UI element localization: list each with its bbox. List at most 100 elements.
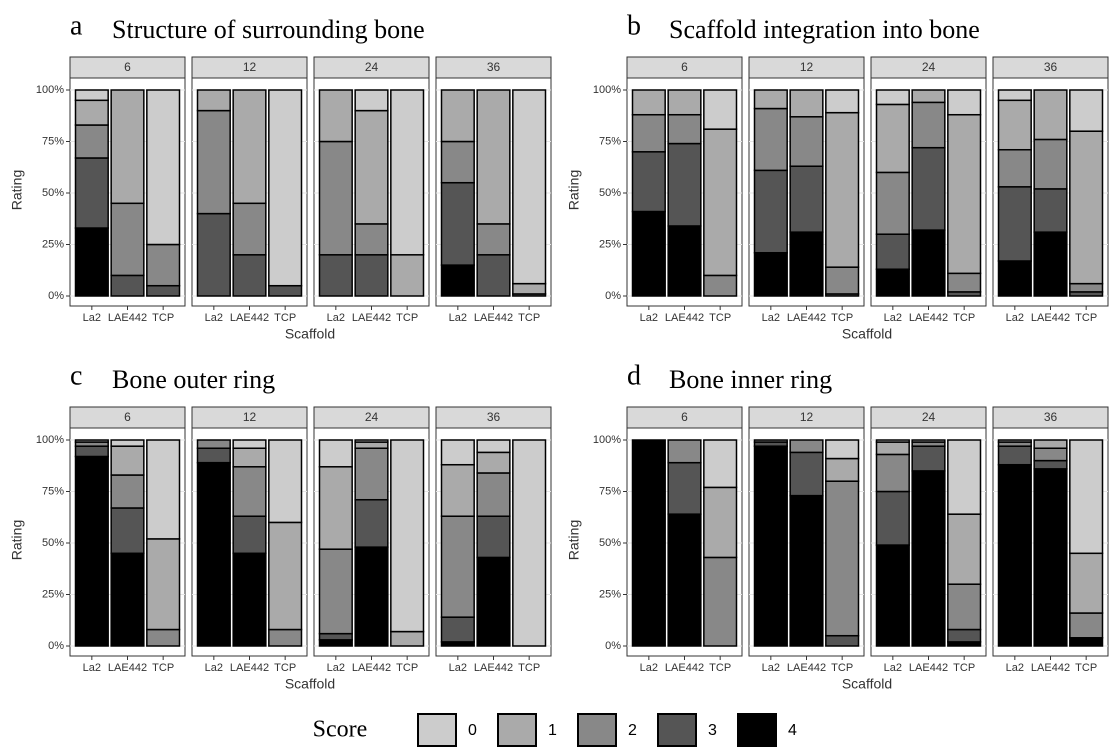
- bar-segment: [318, 439, 353, 468]
- facet-label: 12: [800, 60, 814, 74]
- bar-segment: [753, 251, 788, 297]
- bar-segment: [476, 254, 511, 297]
- bar-segment: [196, 89, 231, 112]
- facet-label: 24: [922, 60, 936, 74]
- bar-segment: [318, 632, 353, 641]
- facet-label: 6: [124, 60, 131, 74]
- bar-segment: [440, 140, 475, 184]
- facet-label: 24: [365, 60, 379, 74]
- panel-label: a: [70, 10, 83, 41]
- x-tick-label: TCP: [518, 662, 540, 674]
- x-tick-label: La2: [205, 312, 223, 324]
- bar-segment: [789, 439, 824, 454]
- bar-segment: [947, 628, 982, 643]
- bar-segment: [1033, 447, 1068, 462]
- bar-segment: [997, 260, 1032, 297]
- facet-label: 36: [1044, 60, 1058, 74]
- bar-segment: [753, 107, 788, 172]
- x-tick-label: LAE442: [474, 312, 513, 324]
- x-tick-label: TCP: [274, 662, 296, 674]
- y-tick-label: 0%: [48, 640, 64, 652]
- bar-segment: [354, 439, 389, 443]
- bar-segment: [1033, 468, 1068, 647]
- bar-segment: [1069, 282, 1104, 293]
- bar-segment: [789, 116, 824, 167]
- bar-segment: [1033, 459, 1068, 470]
- bar-segment: [753, 169, 788, 254]
- y-tick-label: 25%: [42, 238, 64, 250]
- bar-segment: [318, 639, 353, 647]
- bar-segment: [354, 498, 389, 548]
- bar-segment: [1033, 439, 1068, 449]
- bar-segment: [110, 89, 145, 205]
- y-tick-label: 100%: [593, 84, 621, 96]
- x-tick-label: LAE442: [787, 312, 826, 324]
- bar-segment: [667, 89, 702, 116]
- bar-segment: [825, 457, 860, 482]
- bar-segment: [74, 124, 109, 159]
- x-axis-label: Scaffold: [842, 676, 892, 692]
- panel-title: Bone inner ring: [669, 365, 832, 394]
- bar-segment: [110, 439, 145, 447]
- bar-segment: [667, 513, 702, 647]
- facet-label: 24: [365, 410, 379, 424]
- legend-label: 4: [788, 722, 797, 739]
- panel-title: Scaffold integration into bone: [669, 15, 980, 44]
- y-axis-label: Rating: [9, 520, 25, 560]
- bar-segment: [947, 113, 982, 275]
- bar-segment: [631, 151, 666, 213]
- bar-segment: [825, 634, 860, 647]
- x-tick-label: La2: [449, 312, 467, 324]
- facet-label: 36: [487, 410, 501, 424]
- bar-segment: [825, 439, 860, 460]
- bar-segment: [947, 439, 982, 515]
- bar-segment: [997, 186, 1032, 262]
- bar-segment: [875, 103, 910, 174]
- x-tick-label: TCP: [274, 312, 296, 324]
- bar-segment: [667, 439, 702, 464]
- bar-segment: [268, 628, 303, 647]
- bar-segment: [110, 202, 145, 277]
- x-axis-label: Scaffold: [842, 326, 892, 342]
- bar-segment: [440, 181, 475, 266]
- bar-segment: [476, 472, 511, 517]
- bar-segment: [354, 441, 389, 449]
- x-tick-label: LAE442: [665, 312, 704, 324]
- legend-swatch: [737, 713, 777, 747]
- x-tick-label: LAE442: [909, 662, 948, 674]
- bar-segment: [110, 445, 145, 476]
- bar-segment: [74, 455, 109, 647]
- bar-segment: [476, 89, 511, 225]
- panel-label: d: [627, 360, 641, 391]
- y-tick-label: 75%: [42, 485, 64, 497]
- x-tick-label: TCP: [1075, 312, 1097, 324]
- bar-segment: [476, 515, 511, 559]
- bar-segment: [789, 89, 824, 118]
- bar-segment: [997, 99, 1032, 151]
- bar-segment: [232, 447, 267, 468]
- bar-segment: [196, 109, 231, 215]
- bar-segment: [667, 113, 702, 145]
- bar-segment: [440, 463, 475, 517]
- bar-segment: [703, 89, 738, 130]
- bar-segment: [232, 89, 267, 205]
- y-tick-label: 50%: [599, 187, 621, 199]
- bar-segment: [911, 445, 946, 472]
- x-tick-label: La2: [1006, 662, 1024, 674]
- bar-segment: [667, 142, 702, 227]
- bar-segment: [476, 556, 511, 647]
- bar-segment: [911, 101, 946, 149]
- facet-label: 6: [681, 410, 688, 424]
- bar-segment: [825, 89, 860, 114]
- bar-segment: [440, 89, 475, 143]
- bar-segment: [476, 451, 511, 474]
- y-tick-label: 0%: [48, 290, 64, 302]
- legend-label: 0: [468, 722, 477, 739]
- bar-segment: [318, 89, 353, 143]
- x-tick-label: TCP: [152, 662, 174, 674]
- x-tick-label: LAE442: [665, 662, 704, 674]
- facet-label: 6: [681, 60, 688, 74]
- y-tick-label: 50%: [599, 537, 621, 549]
- bar-segment: [232, 552, 267, 647]
- bar-segment: [631, 113, 666, 153]
